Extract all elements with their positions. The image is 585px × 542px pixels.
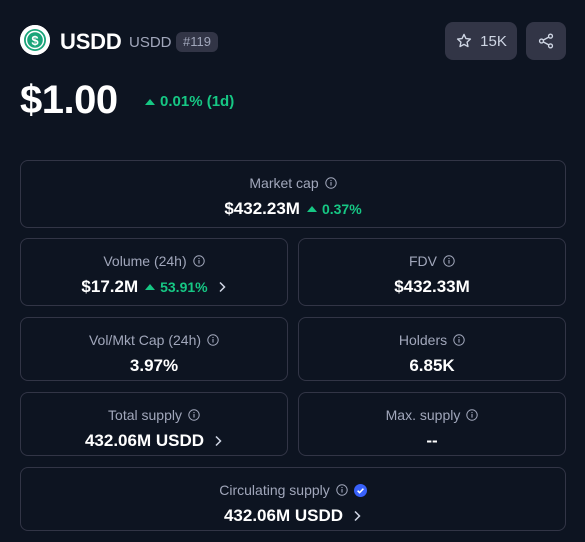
- fdv-card: FDV $432.33M: [298, 238, 566, 306]
- info-icon[interactable]: [324, 177, 337, 189]
- vol-mkt-cap-card: Vol/Mkt Cap (24h) 3.97%: [20, 317, 288, 381]
- vol-mkt-cap-label: Vol/Mkt Cap (24h): [88, 332, 202, 348]
- price-value: $1.00: [20, 78, 118, 122]
- vol-mkt-cap-value: 3.97%: [129, 356, 179, 375]
- up-arrow-icon: [306, 206, 317, 212]
- circulating-supply-label: Circulating supply: [219, 482, 330, 498]
- info-icon[interactable]: [336, 484, 348, 496]
- info-icon[interactable]: [466, 409, 479, 421]
- market-cap-change: 0.37%: [306, 201, 362, 217]
- watchlist-button[interactable]: 15K: [445, 22, 517, 60]
- up-arrow-icon: [145, 98, 155, 105]
- holders-value: 6.85K: [409, 356, 455, 375]
- chevron-right-icon[interactable]: [352, 510, 362, 522]
- total-supply-value: 432.06M USDD: [84, 431, 205, 450]
- info-icon[interactable]: [207, 334, 219, 346]
- market-cap-value: $432.23M: [224, 199, 300, 218]
- market-cap-card: Market cap $432.23M 0.37%: [20, 160, 566, 228]
- total-supply-card[interactable]: Total supply 432.06M USDD: [20, 392, 288, 456]
- volume-label: Volume (24h): [103, 253, 187, 269]
- price-section: $1.00 0.01% (1d): [20, 78, 420, 124]
- info-icon[interactable]: [192, 255, 205, 267]
- volume-card[interactable]: Volume (24h) $17.2M 53.91%: [20, 238, 288, 306]
- up-arrow-icon: [145, 284, 156, 290]
- max-supply-value: --: [426, 431, 438, 450]
- price-change-value: 0.01% (1d): [160, 93, 235, 110]
- holders-card: Holders 6.85K: [298, 317, 566, 381]
- info-icon[interactable]: [443, 255, 455, 267]
- chevron-right-icon[interactable]: [213, 435, 223, 447]
- volume-change-value: 53.91%: [160, 279, 208, 295]
- share-button[interactable]: [526, 22, 566, 60]
- circulating-supply-card[interactable]: Circulating supply 432.06M USDD: [20, 467, 566, 531]
- total-supply-label: Total supply: [108, 407, 182, 423]
- circulating-supply-value: 432.06M USDD: [223, 506, 344, 525]
- price-change: 0.01% (1d): [145, 93, 234, 110]
- holders-label: Holders: [398, 332, 448, 348]
- rank-badge: #119: [176, 32, 218, 52]
- coin-symbol: USDD: [129, 34, 172, 51]
- volume-change: 53.91%: [145, 279, 208, 295]
- share-icon: [537, 32, 555, 50]
- max-supply-label: Max. supply: [385, 407, 461, 423]
- verified-badge-icon: [353, 483, 367, 497]
- market-cap-change-value: 0.37%: [321, 201, 362, 217]
- volume-value: $17.2M: [81, 277, 139, 296]
- fdv-label: FDV: [409, 253, 437, 269]
- svg-text:$: $: [31, 33, 39, 48]
- max-supply-card: Max. supply --: [298, 392, 566, 456]
- star-icon: [455, 32, 473, 50]
- fdv-value: $432.33M: [394, 277, 470, 296]
- market-cap-label: Market cap: [249, 175, 319, 191]
- info-icon[interactable]: [188, 409, 200, 421]
- coin-header: $ USDD USDD #119 15K: [20, 22, 566, 60]
- info-icon[interactable]: [453, 334, 465, 346]
- chevron-right-icon[interactable]: [217, 281, 227, 293]
- usdd-logo-icon: $: [20, 25, 50, 55]
- watchlist-count: 15K: [480, 32, 507, 50]
- coin-name: USDD: [60, 29, 122, 54]
